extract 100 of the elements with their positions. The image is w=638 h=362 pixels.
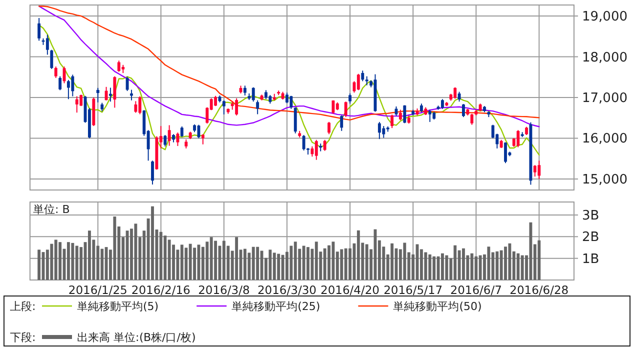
bar (184, 248, 188, 280)
bar (71, 242, 74, 280)
bar (365, 244, 368, 280)
bar (462, 248, 465, 280)
candlestick (538, 160, 541, 180)
candlestick (516, 130, 520, 148)
bar (504, 246, 507, 280)
bar (432, 256, 436, 280)
bar (478, 255, 482, 280)
candlestick (323, 139, 326, 152)
bar (214, 240, 218, 280)
bar (126, 230, 129, 280)
candlestick (454, 86, 457, 100)
bar (151, 206, 154, 280)
candlestick (403, 104, 406, 124)
y-tick-label: 17,000 (582, 91, 628, 106)
legend-label: 単純移動平均(25) (232, 300, 320, 313)
candlestick (361, 70, 364, 82)
bar (356, 230, 360, 280)
candlestick (138, 96, 142, 115)
bar (210, 237, 213, 280)
candlestick (440, 98, 444, 110)
candlestick (151, 160, 154, 185)
x-tick-label: 2016/6/28 (510, 283, 569, 297)
bar (113, 216, 116, 280)
bar (100, 248, 104, 280)
candlestick (96, 87, 100, 103)
bar (332, 242, 335, 280)
candlestick (332, 100, 335, 114)
candlestick (340, 114, 344, 132)
bar (500, 250, 503, 280)
candlestick (344, 101, 348, 118)
bar (66, 242, 70, 280)
bar (487, 246, 490, 280)
candlestick (290, 95, 293, 110)
candlestick (243, 85, 246, 96)
bar (508, 243, 512, 280)
y-tick-label: 3B (582, 208, 600, 224)
legend-label: 出来高 単位:(B株/口/枚) (77, 331, 196, 344)
bar (164, 236, 167, 280)
x-tick-label: 2016/5/17 (384, 283, 443, 297)
bar (344, 248, 348, 280)
bar (470, 253, 474, 280)
candlestick (75, 96, 78, 114)
candlestick (168, 124, 171, 146)
candlestick (180, 126, 184, 138)
candlestick (286, 92, 288, 104)
bar (323, 248, 326, 280)
candlestick (214, 95, 218, 107)
bar (235, 237, 238, 280)
bar (340, 249, 344, 280)
bar (75, 246, 78, 280)
bar (428, 254, 432, 280)
candlestick (256, 100, 260, 115)
candlestick (382, 126, 386, 138)
candlestick (470, 113, 474, 126)
candlestick (222, 100, 226, 115)
bar (50, 244, 54, 280)
y-tick-label: 18,000 (582, 50, 628, 66)
candlestick (66, 79, 70, 100)
legend-title: 上段: (10, 300, 36, 313)
bar (88, 230, 91, 280)
candlestick (176, 132, 180, 146)
candlestick (164, 134, 167, 147)
candlestick (71, 74, 74, 97)
bar (38, 250, 41, 280)
candlestick (428, 109, 432, 122)
y-tick-label: 16,000 (582, 132, 628, 147)
bar (496, 251, 499, 280)
candlestick (398, 109, 402, 121)
bar (445, 255, 448, 280)
bar (403, 242, 406, 280)
bar (159, 232, 162, 280)
candlestick (134, 100, 138, 114)
bar (302, 246, 306, 280)
legend-label: 単純移動平均(50) (393, 300, 482, 313)
bar (252, 246, 255, 280)
x-tick-label: 2016/3/30 (257, 283, 316, 297)
y-tick-label: 19,000 (582, 10, 628, 24)
bar (314, 242, 318, 280)
candlestick (348, 92, 352, 104)
bar (529, 222, 532, 280)
candlestick (38, 18, 41, 42)
candlestick (314, 139, 318, 160)
bar (134, 224, 138, 280)
candlestick (294, 106, 297, 134)
candlestick (504, 142, 507, 164)
bar (294, 242, 297, 280)
bar (328, 245, 330, 280)
bar (538, 240, 541, 280)
x-tick-label: 2016/6/7 (450, 283, 502, 297)
bar (424, 252, 428, 280)
bar (243, 248, 246, 280)
candlestick (462, 104, 465, 118)
candlestick (80, 94, 83, 107)
bar (193, 248, 196, 280)
candlestick (50, 49, 54, 70)
bar (277, 254, 280, 280)
candlestick (252, 86, 255, 102)
candlestick (533, 164, 536, 178)
